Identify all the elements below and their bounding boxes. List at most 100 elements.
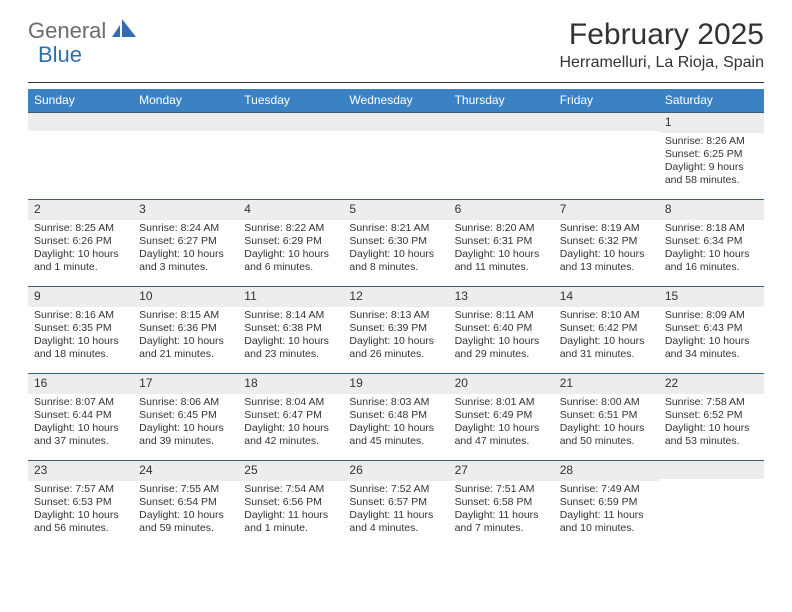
day-body: Sunrise: 8:10 AMSunset: 6:42 PMDaylight:… [554, 307, 659, 366]
day-body: Sunrise: 7:55 AMSunset: 6:54 PMDaylight:… [133, 481, 238, 540]
sunset-text: Sunset: 6:26 PM [34, 235, 127, 248]
day-cell: 20Sunrise: 8:01 AMSunset: 6:49 PMDayligh… [449, 374, 554, 460]
daylight-text: Daylight: 10 hours and 59 minutes. [139, 509, 232, 535]
day-body: Sunrise: 8:13 AMSunset: 6:39 PMDaylight:… [343, 307, 448, 366]
daylight-text: Daylight: 10 hours and 29 minutes. [455, 335, 548, 361]
daylight-text: Daylight: 10 hours and 45 minutes. [349, 422, 442, 448]
week-row: 2Sunrise: 8:25 AMSunset: 6:26 PMDaylight… [28, 199, 764, 286]
day-number [238, 113, 343, 131]
daylight-text: Daylight: 10 hours and 16 minutes. [665, 248, 758, 274]
sunrise-text: Sunrise: 8:14 AM [244, 309, 337, 322]
dow-monday: Monday [133, 89, 238, 112]
day-number [28, 113, 133, 131]
daylight-text: Daylight: 10 hours and 42 minutes. [244, 422, 337, 448]
sunrise-text: Sunrise: 8:24 AM [139, 222, 232, 235]
day-cell: 24Sunrise: 7:55 AMSunset: 6:54 PMDayligh… [133, 461, 238, 547]
day-number [133, 113, 238, 131]
logo-text-blue: Blue [38, 42, 82, 68]
day-number [554, 113, 659, 131]
day-cell: 15Sunrise: 8:09 AMSunset: 6:43 PMDayligh… [659, 287, 764, 373]
sunset-text: Sunset: 6:43 PM [665, 322, 758, 335]
day-number: 27 [449, 461, 554, 481]
sunrise-text: Sunrise: 8:19 AM [560, 222, 653, 235]
daylight-text: Daylight: 10 hours and 53 minutes. [665, 422, 758, 448]
sunset-text: Sunset: 6:39 PM [349, 322, 442, 335]
daylight-text: Daylight: 9 hours and 58 minutes. [665, 161, 758, 187]
daylight-text: Daylight: 10 hours and 34 minutes. [665, 335, 758, 361]
day-cell: 7Sunrise: 8:19 AMSunset: 6:32 PMDaylight… [554, 200, 659, 286]
day-cell [449, 113, 554, 199]
day-body: Sunrise: 8:18 AMSunset: 6:34 PMDaylight:… [659, 220, 764, 279]
day-cell [554, 113, 659, 199]
day-body: Sunrise: 8:04 AMSunset: 6:47 PMDaylight:… [238, 394, 343, 453]
daylight-text: Daylight: 11 hours and 7 minutes. [455, 509, 548, 535]
daylight-text: Daylight: 10 hours and 6 minutes. [244, 248, 337, 274]
daylight-text: Daylight: 10 hours and 1 minute. [34, 248, 127, 274]
day-body: Sunrise: 7:51 AMSunset: 6:58 PMDaylight:… [449, 481, 554, 540]
day-cell: 14Sunrise: 8:10 AMSunset: 6:42 PMDayligh… [554, 287, 659, 373]
sunset-text: Sunset: 6:32 PM [560, 235, 653, 248]
daylight-text: Daylight: 10 hours and 26 minutes. [349, 335, 442, 361]
sunset-text: Sunset: 6:44 PM [34, 409, 127, 422]
day-number: 14 [554, 287, 659, 307]
daylight-text: Daylight: 10 hours and 31 minutes. [560, 335, 653, 361]
day-cell: 11Sunrise: 8:14 AMSunset: 6:38 PMDayligh… [238, 287, 343, 373]
logo-sail-icon [112, 19, 138, 44]
daylight-text: Daylight: 10 hours and 47 minutes. [455, 422, 548, 448]
day-cell [659, 461, 764, 547]
day-cell: 9Sunrise: 8:16 AMSunset: 6:35 PMDaylight… [28, 287, 133, 373]
day-body: Sunrise: 8:21 AMSunset: 6:30 PMDaylight:… [343, 220, 448, 279]
day-number: 16 [28, 374, 133, 394]
dow-friday: Friday [554, 89, 659, 112]
day-number: 6 [449, 200, 554, 220]
sunset-text: Sunset: 6:52 PM [665, 409, 758, 422]
dow-saturday: Saturday [659, 89, 764, 112]
daylight-text: Daylight: 10 hours and 56 minutes. [34, 509, 127, 535]
sunrise-text: Sunrise: 8:03 AM [349, 396, 442, 409]
sunrise-text: Sunrise: 7:58 AM [665, 396, 758, 409]
dow-tuesday: Tuesday [238, 89, 343, 112]
sunrise-text: Sunrise: 7:51 AM [455, 483, 548, 496]
sunset-text: Sunset: 6:54 PM [139, 496, 232, 509]
day-cell: 16Sunrise: 8:07 AMSunset: 6:44 PMDayligh… [28, 374, 133, 460]
sunset-text: Sunset: 6:30 PM [349, 235, 442, 248]
sunrise-text: Sunrise: 7:52 AM [349, 483, 442, 496]
daylight-text: Daylight: 11 hours and 1 minute. [244, 509, 337, 535]
day-number: 9 [28, 287, 133, 307]
sunset-text: Sunset: 6:49 PM [455, 409, 548, 422]
daylight-text: Daylight: 10 hours and 37 minutes. [34, 422, 127, 448]
day-number: 22 [659, 374, 764, 394]
day-number: 12 [343, 287, 448, 307]
day-number [659, 461, 764, 479]
month-title: February 2025 [559, 18, 764, 52]
calendar: Sunday Monday Tuesday Wednesday Thursday… [28, 89, 764, 547]
day-number [449, 113, 554, 131]
sunset-text: Sunset: 6:34 PM [665, 235, 758, 248]
day-number: 18 [238, 374, 343, 394]
day-body: Sunrise: 8:15 AMSunset: 6:36 PMDaylight:… [133, 307, 238, 366]
sunrise-text: Sunrise: 8:10 AM [560, 309, 653, 322]
sunset-text: Sunset: 6:47 PM [244, 409, 337, 422]
sunset-text: Sunset: 6:42 PM [560, 322, 653, 335]
day-body: Sunrise: 7:58 AMSunset: 6:52 PMDaylight:… [659, 394, 764, 453]
day-body: Sunrise: 8:25 AMSunset: 6:26 PMDaylight:… [28, 220, 133, 279]
day-cell: 6Sunrise: 8:20 AMSunset: 6:31 PMDaylight… [449, 200, 554, 286]
sunset-text: Sunset: 6:38 PM [244, 322, 337, 335]
day-number: 2 [28, 200, 133, 220]
sunrise-text: Sunrise: 8:06 AM [139, 396, 232, 409]
sunset-text: Sunset: 6:58 PM [455, 496, 548, 509]
sunset-text: Sunset: 6:40 PM [455, 322, 548, 335]
day-cell: 3Sunrise: 8:24 AMSunset: 6:27 PMDaylight… [133, 200, 238, 286]
daylight-text: Daylight: 11 hours and 10 minutes. [560, 509, 653, 535]
day-cell [133, 113, 238, 199]
day-number: 24 [133, 461, 238, 481]
daylight-text: Daylight: 10 hours and 3 minutes. [139, 248, 232, 274]
day-number: 19 [343, 374, 448, 394]
daylight-text: Daylight: 10 hours and 23 minutes. [244, 335, 337, 361]
day-number: 5 [343, 200, 448, 220]
day-body: Sunrise: 7:54 AMSunset: 6:56 PMDaylight:… [238, 481, 343, 540]
day-cell: 28Sunrise: 7:49 AMSunset: 6:59 PMDayligh… [554, 461, 659, 547]
day-number [343, 113, 448, 131]
sunset-text: Sunset: 6:53 PM [34, 496, 127, 509]
sunset-text: Sunset: 6:56 PM [244, 496, 337, 509]
